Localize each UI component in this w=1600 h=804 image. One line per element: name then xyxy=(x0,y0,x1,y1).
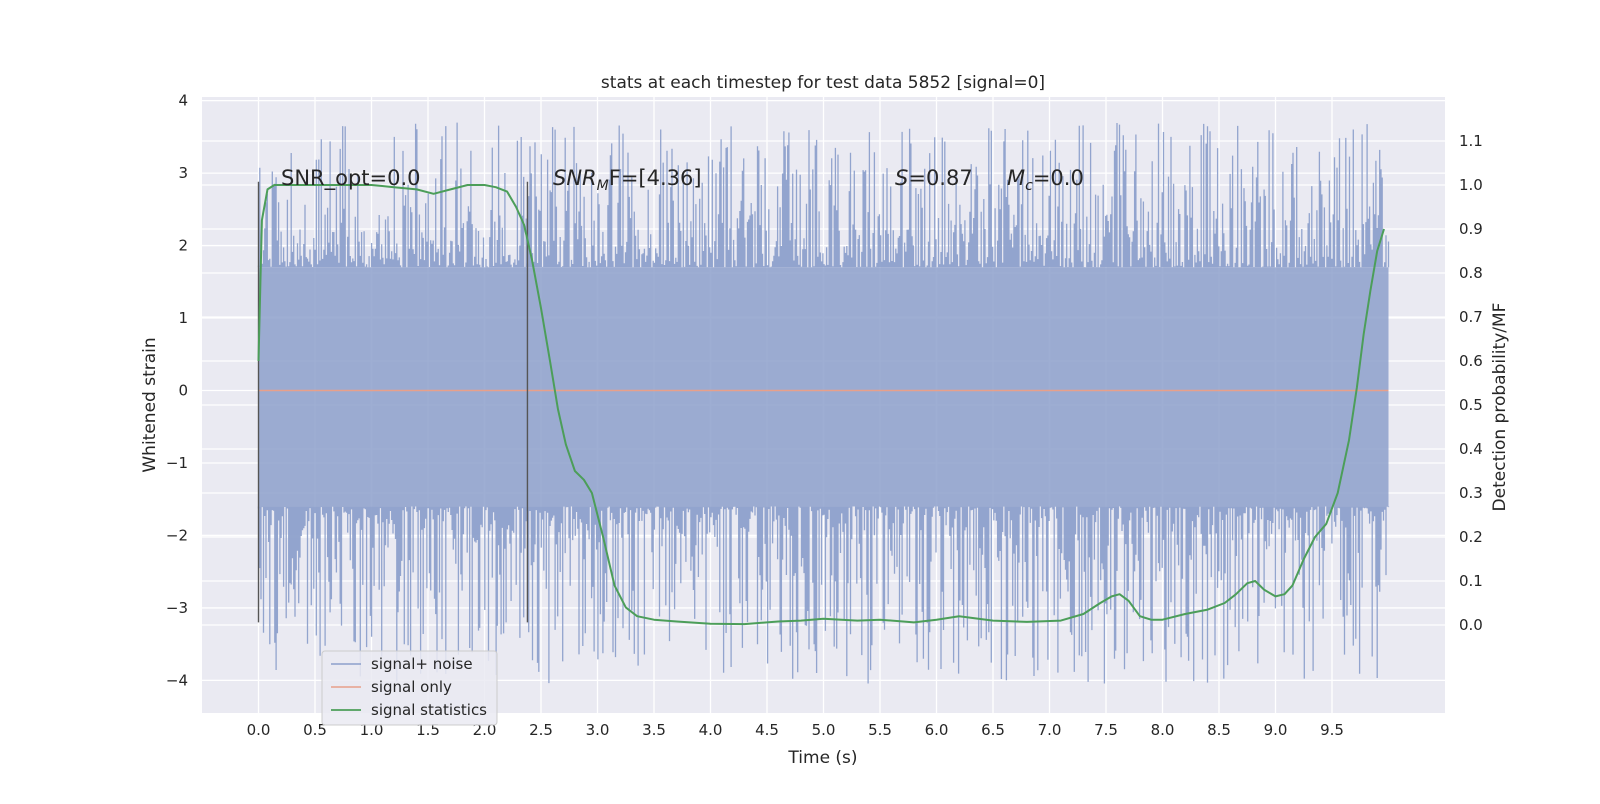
y2-tick-label: 1.0 xyxy=(1459,176,1483,194)
annotation-mc-value: =0.0 xyxy=(1033,166,1084,190)
y-tick-label: 2 xyxy=(178,237,188,255)
signal-noise-band xyxy=(258,267,1389,507)
legend-label-signal-only: signal only xyxy=(371,678,452,696)
chart-title: stats at each timestep for test data 585… xyxy=(601,73,1045,93)
x-tick-label: 2.5 xyxy=(529,721,553,739)
legend-label-signal-statistics: signal statistics xyxy=(371,701,487,719)
x-tick-label: 5.5 xyxy=(868,721,892,739)
y2-tick-label: 0.9 xyxy=(1459,220,1483,238)
x-tick-label: 7.5 xyxy=(1094,721,1118,739)
y-tick-label: −2 xyxy=(166,526,188,544)
x-tick-label: 4.5 xyxy=(755,721,779,739)
x-tick-label: 6.0 xyxy=(925,721,949,739)
annotation-snr-mf-value: F=[4.36] xyxy=(609,166,702,190)
y-axis-label: Whitened strain xyxy=(140,337,160,472)
x-tick-label: 9.0 xyxy=(1264,721,1288,739)
y2-tick-label: 0.0 xyxy=(1459,616,1483,634)
signal-statistics-series xyxy=(257,184,1385,626)
y2-tick-label: 0.2 xyxy=(1459,528,1483,546)
x-axis-label: Time (s) xyxy=(787,748,857,768)
x-tick-label: 5.0 xyxy=(812,721,836,739)
x-tick-label: 6.5 xyxy=(981,721,1005,739)
annotation-mc: Mc=0.0 xyxy=(1007,166,1084,194)
x-tick-label: 9.5 xyxy=(1320,721,1344,739)
y2-tick-label: 0.6 xyxy=(1459,352,1483,370)
annotation-snr-mf-symbol: SNR xyxy=(553,166,597,190)
x-tick-label: 7.0 xyxy=(1038,721,1062,739)
y2-tick-label: 0.8 xyxy=(1459,264,1483,282)
legend-box xyxy=(321,650,498,726)
y2-tick-label: 0.7 xyxy=(1459,308,1483,326)
annotation-s-symbol: S xyxy=(895,166,908,190)
x-tick-label: 8.5 xyxy=(1207,721,1231,739)
x-tick-label: 3.5 xyxy=(642,721,666,739)
legend: signal+ noise signal only signal statist… xyxy=(321,650,498,726)
y-tick-label: −1 xyxy=(166,454,188,472)
x-tick-label: 3.0 xyxy=(586,721,610,739)
y-tick-label: −4 xyxy=(166,671,188,689)
annotation-s: S=0.87 xyxy=(895,166,973,190)
y-tick-label: −3 xyxy=(166,599,188,617)
signal-statistics-line xyxy=(257,184,1385,626)
annotation-snr-mf-subscript: M xyxy=(597,178,609,194)
y2-tick-label: 0.1 xyxy=(1459,572,1483,590)
vertical-markers xyxy=(257,181,529,623)
y-tick-label: 0 xyxy=(178,382,188,400)
x-tick-label: 0.5 xyxy=(303,721,327,739)
y2-tick-label: 0.3 xyxy=(1459,484,1483,502)
y-tick-label: 3 xyxy=(178,164,188,182)
x-tick-label: 0.0 xyxy=(247,721,271,739)
signal-noise-band-rect xyxy=(258,267,1389,507)
annotation-mc-subscript: c xyxy=(1025,178,1033,194)
y2-tick-label: 0.4 xyxy=(1459,440,1483,458)
annotation-s-value: =0.87 xyxy=(908,166,972,190)
annotation-snr-opt: SNR_opt=0.0 xyxy=(281,166,421,191)
y2-tick-label: 0.5 xyxy=(1459,396,1483,414)
x-tick-label: 4.0 xyxy=(699,721,723,739)
x-tick-labels: 0.0 0.5 1.0 1.5 2.0 2.5 3.0 3.5 4.0 4.5 5.0 5.5 6.0 6… xyxy=(247,721,1344,739)
y-tick-label: 1 xyxy=(178,309,188,327)
legend-label-signal-noise: signal+ noise xyxy=(371,655,473,673)
y-tick-label: 4 xyxy=(178,92,188,110)
y2-tick-label: 1.1 xyxy=(1459,132,1483,150)
annotation-mc-symbol: M xyxy=(1007,166,1025,190)
annotation-snr-mf: SNRMF=[4.36] xyxy=(553,166,702,194)
y2-tick-labels: 0.0 0.1 0.2 0.3 0.4 0.5 0.6 0.7 0.8 0.9 1.0 1.1 xyxy=(1459,132,1483,634)
y-tick-labels: −4 −3 −2 −1 0 1 2 3 4 xyxy=(166,92,188,690)
y2-axis-label: Detection probability/MF xyxy=(1490,303,1510,512)
x-tick-label: 8.0 xyxy=(1151,721,1175,739)
